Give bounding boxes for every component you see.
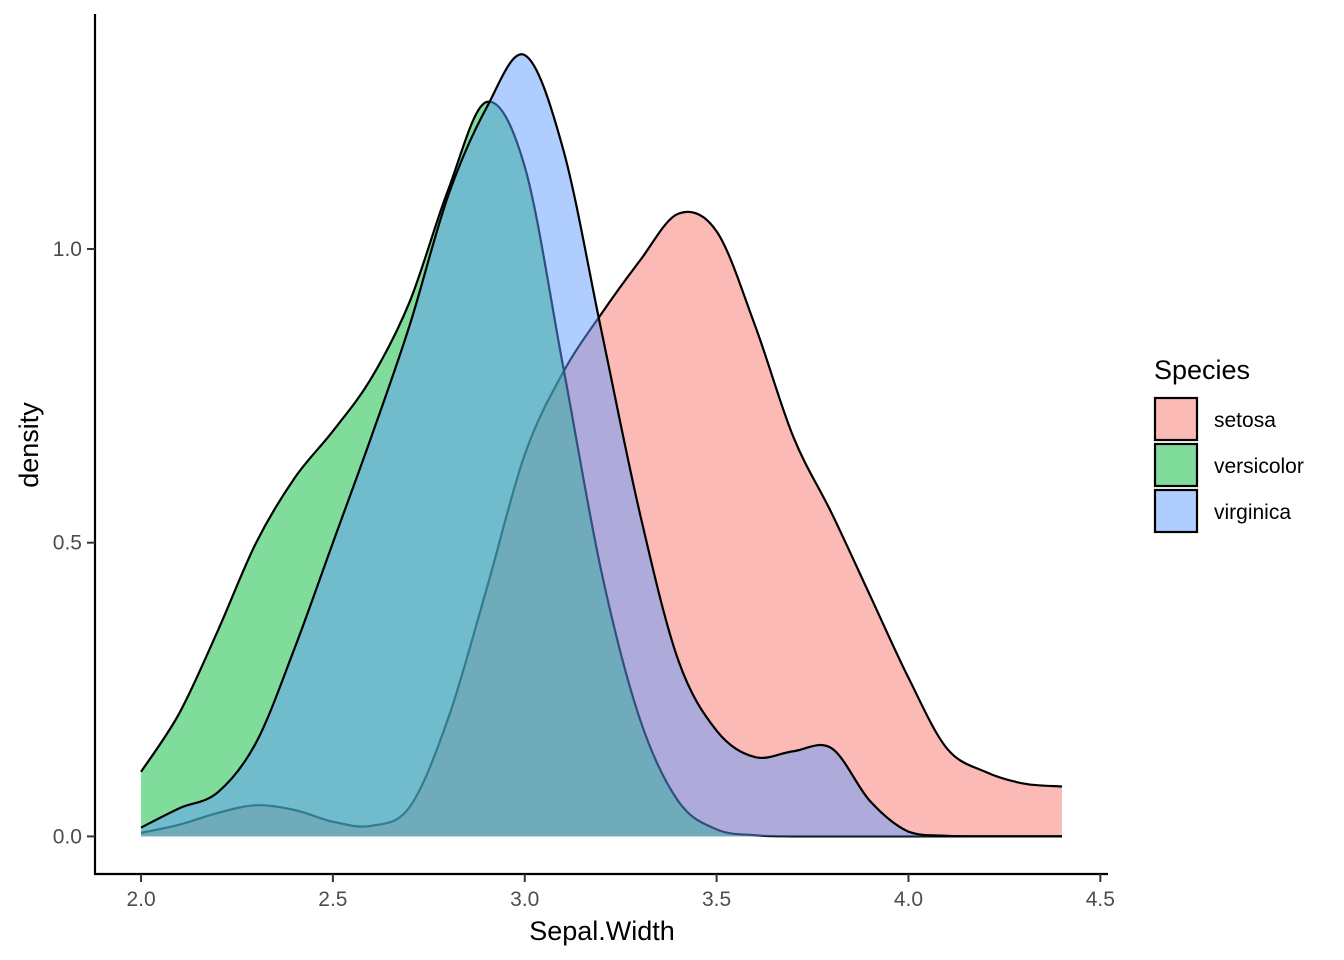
density-line-virginica: [140, 53, 1062, 838]
legend-key-setosa: [1153, 396, 1199, 442]
x-axis-title: Sepal.Width: [529, 916, 675, 946]
y-tick-label: 0.5: [53, 532, 82, 555]
x-tick-label: 3.5: [702, 888, 731, 911]
legend-title: Species: [1154, 355, 1250, 385]
density-areas: [140, 53, 1063, 838]
y-axis-title: density: [14, 402, 44, 488]
legend-key-versicolor: [1153, 442, 1199, 488]
y-tick-label: 0.0: [53, 825, 82, 848]
density-area-virginica: [141, 54, 1062, 837]
legend-label-virginica: virginica: [1214, 501, 1291, 524]
x-tick-label: 2.5: [318, 888, 347, 911]
x-axis-ticks: 2.0 2.5 3.0 3.5 4.0 4.5: [126, 874, 1115, 911]
x-tick-label: 3.0: [510, 888, 539, 911]
legend-key-virginica: [1153, 488, 1199, 534]
legend-label-versicolor: versicolor: [1214, 455, 1304, 478]
legend-label-setosa: setosa: [1214, 409, 1276, 432]
x-tick-label: 2.0: [126, 888, 155, 911]
x-tick-label: 4.5: [1086, 888, 1115, 911]
legend: Species setosa versicolor virginica: [1153, 355, 1304, 534]
y-tick-label: 1.0: [53, 238, 82, 261]
y-axis-ticks: 0.0 0.5 1.0: [53, 238, 95, 848]
x-tick-label: 4.0: [894, 888, 923, 911]
